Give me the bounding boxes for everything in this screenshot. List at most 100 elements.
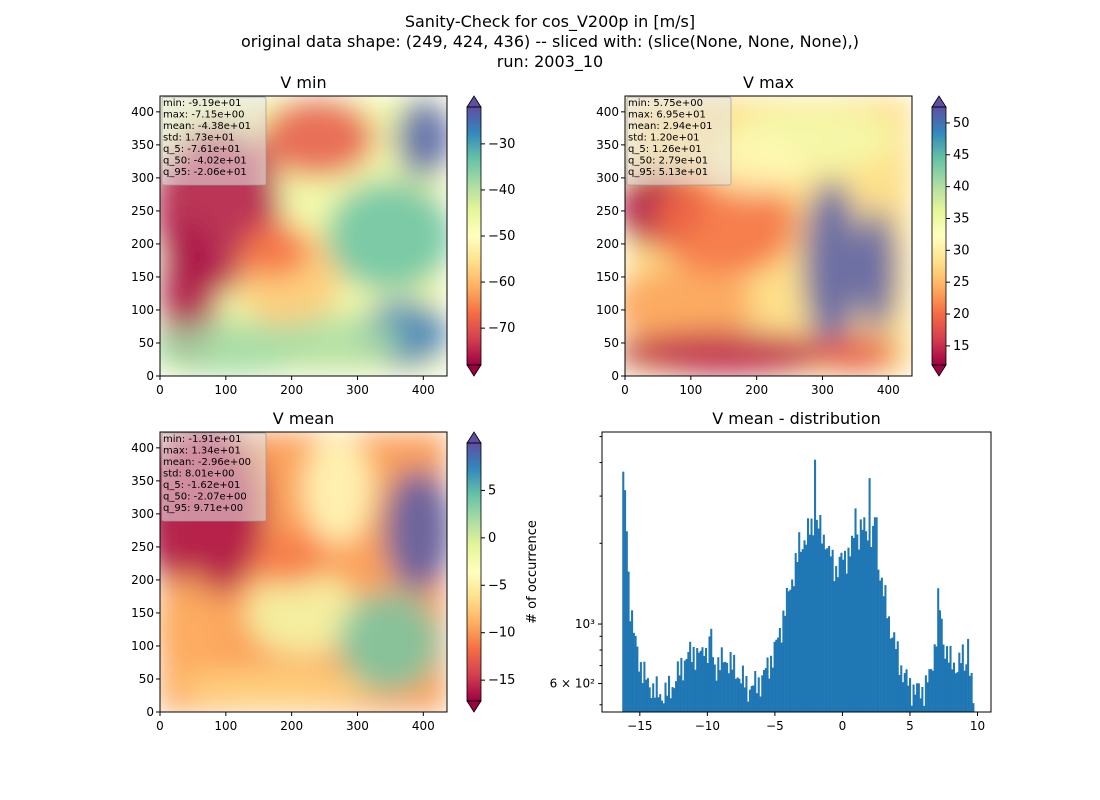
x-tick-label: 100 xyxy=(679,383,702,397)
histogram-bar xyxy=(938,610,941,712)
colorbar-tick-label: −5 xyxy=(488,578,507,593)
histogram-bar xyxy=(833,581,836,712)
histogram-bar xyxy=(905,669,908,712)
stats-box-background xyxy=(161,432,267,522)
y-tick-label: 100 xyxy=(131,639,154,653)
histogram-bar xyxy=(854,508,857,712)
histogram-bar xyxy=(648,687,651,712)
x-tick-label: 0 xyxy=(621,383,629,397)
heatmap-panel-3: V mean 0 100 200 300 400 0 50 100 150 200 250 300 350… xyxy=(131,409,448,733)
histogram-bar xyxy=(659,694,662,712)
histogram-bar xyxy=(803,540,806,712)
histogram-bar xyxy=(748,689,751,712)
histogram-bar xyxy=(822,534,825,712)
histogram-bar xyxy=(787,591,790,712)
y-tick-label: 400 xyxy=(596,105,619,119)
histogram-bar xyxy=(722,662,725,712)
histogram-bar xyxy=(668,675,671,712)
histogram-bar xyxy=(954,673,957,712)
y-tick-label: 50 xyxy=(139,336,154,350)
histogram-bar xyxy=(782,610,785,712)
histogram-bar xyxy=(798,532,801,712)
histogram-bar xyxy=(629,621,632,712)
colorbar-tick-label: −70 xyxy=(488,321,515,336)
x-tick-label: −15 xyxy=(627,719,652,733)
histogram-bar xyxy=(958,652,961,712)
histogram-bar xyxy=(671,687,674,712)
histogram-bar xyxy=(692,646,695,712)
axes-frame xyxy=(159,95,448,377)
histogram-bar xyxy=(931,670,934,712)
heatmap-region xyxy=(802,180,861,348)
histogram-bar xyxy=(731,669,734,712)
heatmap-region xyxy=(857,208,898,332)
axes-frame xyxy=(159,431,448,713)
histogram-bar xyxy=(685,658,688,712)
histogram-bar xyxy=(768,678,771,712)
y-axis-label: # of occurrence xyxy=(525,520,540,624)
histogram-bar xyxy=(842,559,845,712)
colorbar-frame xyxy=(466,442,482,702)
histogram-bar xyxy=(872,525,875,712)
colorbar-extend-min xyxy=(931,364,947,377)
x-tick-label: 0 xyxy=(156,383,164,397)
colorbar-extend-min xyxy=(466,700,482,713)
histogram-bar xyxy=(757,677,760,712)
histogram-bar xyxy=(812,535,815,712)
y-tick-label: 200 xyxy=(596,237,619,251)
y-tick-label: 300 xyxy=(131,507,154,521)
histogram-bar xyxy=(631,610,634,712)
y-tick-label: 10³ xyxy=(575,617,595,631)
histogram-bar xyxy=(680,657,683,712)
axes-frame xyxy=(601,431,992,713)
y-tick-label: 50 xyxy=(604,336,619,350)
histogram-bar xyxy=(856,534,859,712)
histogram-bar xyxy=(901,682,905,712)
histogram-bar xyxy=(965,664,968,712)
y-tick-label: 300 xyxy=(596,171,619,185)
histogram-bar xyxy=(799,551,803,712)
histogram-bar xyxy=(754,671,757,712)
stats-line: q_5: -7.61e+01 xyxy=(163,144,240,155)
colorbar-1: −70 −60 −50 −40 −30 xyxy=(466,95,515,377)
stats-line: q_5: -1.62e+01 xyxy=(163,480,240,491)
histogram-bar xyxy=(937,588,940,712)
histogram-bar xyxy=(694,669,697,712)
histogram-bar xyxy=(733,654,736,712)
stats-line: mean: -4.38e+01 xyxy=(163,121,251,132)
stats-box-background xyxy=(626,96,732,186)
histogram-bar xyxy=(893,632,896,712)
histogram-bar xyxy=(866,540,869,712)
heatmap-region xyxy=(260,98,376,178)
histogram-bar xyxy=(639,662,642,712)
histogram-bar xyxy=(710,628,713,712)
heatmap-region xyxy=(160,572,224,684)
colorbar-gradient xyxy=(932,107,946,365)
x-tick-label: 400 xyxy=(877,383,900,397)
x-tick-label: 300 xyxy=(346,383,369,397)
histogram-bar xyxy=(891,637,894,712)
y-tick-label: 250 xyxy=(131,204,154,218)
stats-box-background xyxy=(161,96,267,186)
stats-line: max: -7.15e+00 xyxy=(163,110,244,121)
heatmap-region xyxy=(625,266,755,346)
heatmap-panel-2: V max 0 100 200 300 400 0 50 100 150 200 250 300 350 4… xyxy=(596,73,913,397)
histogram-bar xyxy=(734,678,737,712)
histogram-bar xyxy=(713,664,716,712)
histogram-bar xyxy=(704,647,708,712)
histogram-bar xyxy=(764,668,767,712)
heatmap-region xyxy=(326,180,447,292)
heatmap-region xyxy=(625,331,841,376)
panel-title: V max xyxy=(743,73,794,92)
stats-line: std: 8.01e+00 xyxy=(163,469,235,480)
histogram-bar xyxy=(838,556,841,712)
histogram-bar xyxy=(829,556,832,712)
colorbar-tick-label: 30 xyxy=(953,243,970,258)
histogram-bar xyxy=(972,703,975,712)
x-tick-label: 5 xyxy=(906,719,914,733)
histogram-bar xyxy=(961,644,964,712)
histogram-bar xyxy=(930,669,933,712)
histogram-bar xyxy=(877,569,880,712)
